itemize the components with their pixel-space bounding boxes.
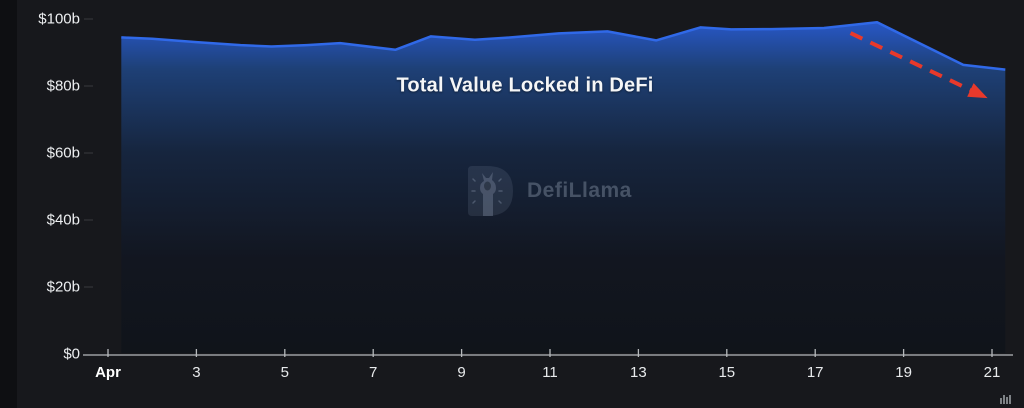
mini-bars-icon (1000, 394, 1015, 404)
downtrend-arrow-line (849, 31, 974, 93)
x-axis-label: 21 (983, 364, 1001, 381)
x-axis-label: 17 (806, 364, 824, 381)
x-axis-label: 19 (895, 364, 912, 381)
x-axis-label: 13 (630, 364, 647, 381)
x-axis-label: 9 (457, 364, 466, 381)
chart-title: Total Value Locked in DeFi (396, 74, 654, 97)
tvl-line (121, 21, 1006, 71)
x-axis-label: 11 (542, 364, 558, 381)
y-axis-label: $80b (46, 77, 80, 95)
downtrend-arrow-head (967, 83, 988, 99)
y-axis-label: $100b (38, 10, 80, 28)
x-axis-label: 7 (369, 364, 378, 381)
y-axis-label: $60b (46, 144, 80, 162)
y-axis-label: $40b (46, 211, 80, 229)
x-axis-label: 15 (718, 364, 736, 381)
y-axis-label: $20b (46, 278, 80, 296)
y-axis-label: $0 (63, 345, 80, 363)
x-axis-label: Apr (95, 364, 121, 381)
left-margin-strip (0, 0, 17, 408)
x-axis-label: 5 (280, 364, 289, 381)
tvl-area-fill (121, 22, 1006, 354)
x-axis-label: 3 (192, 364, 201, 381)
